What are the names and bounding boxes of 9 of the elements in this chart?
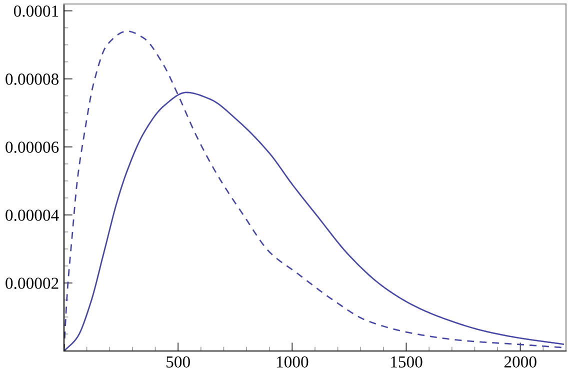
x-tick-label: 1000	[276, 356, 308, 368]
x-tick-label: 500	[166, 356, 190, 368]
y-tick-label: 0.00004	[6, 210, 59, 221]
y-tick-label: 0.00006	[6, 142, 59, 153]
y-tick-label: 0.00002	[6, 278, 58, 289]
y-tick-label: 0.00008	[6, 74, 59, 85]
x-tick-label: 2000	[504, 356, 536, 368]
x-tick-label: 1500	[391, 356, 422, 368]
y-tick-label: 0.0001	[14, 6, 58, 17]
